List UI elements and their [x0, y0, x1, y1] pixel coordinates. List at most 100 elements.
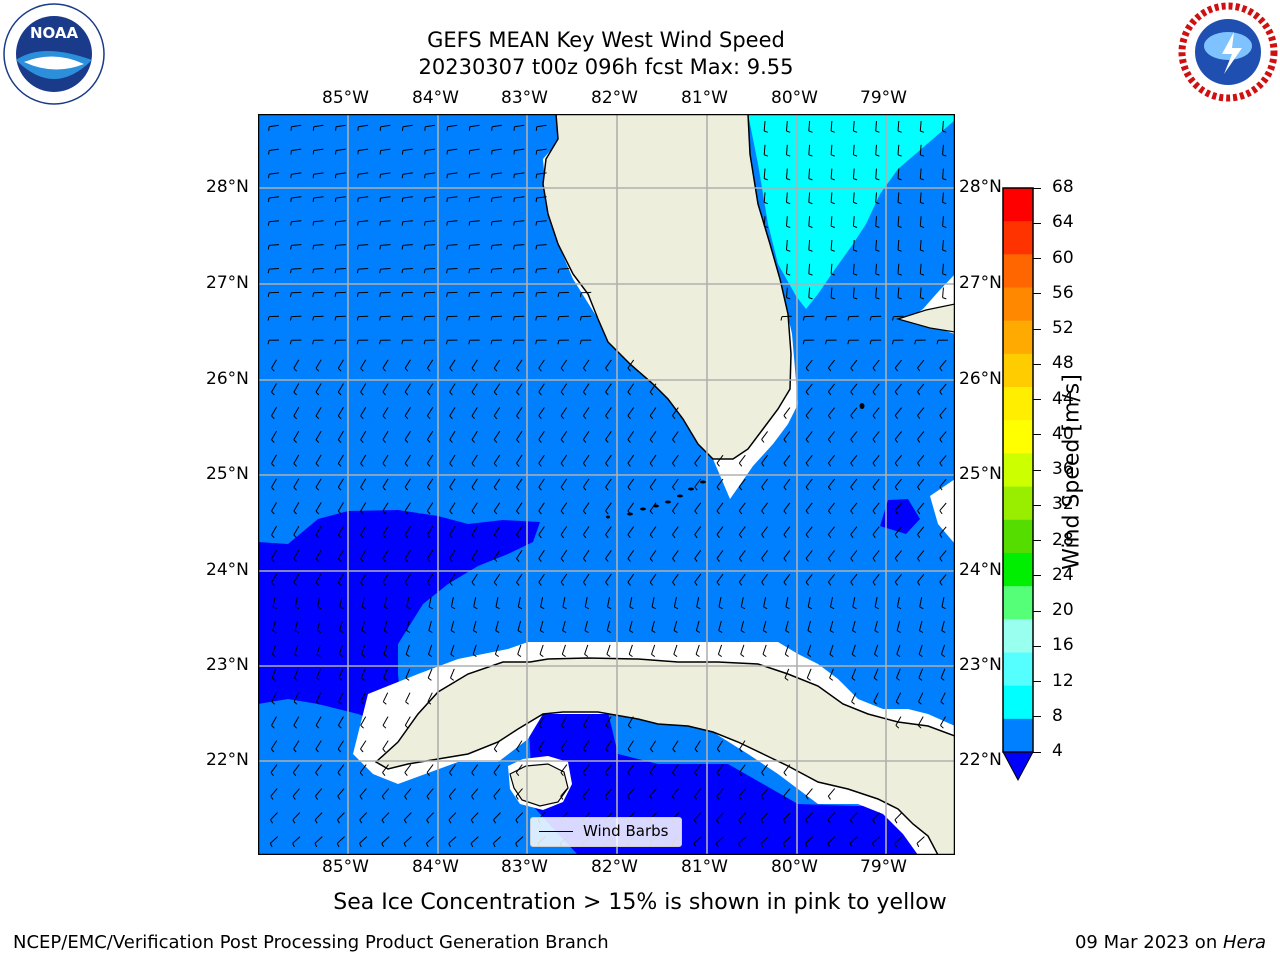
wind-barb: [849, 836, 858, 844]
lat-label-right: 28°N: [959, 177, 1002, 197]
wind-barb-flag: [786, 273, 791, 276]
wind-barb-flag: [360, 486, 364, 491]
wind-barb-flag: [560, 486, 565, 491]
wind-barb-flag: [360, 701, 365, 705]
wind-barb-flag: [783, 462, 787, 467]
wind-barb-flag: [805, 367, 809, 372]
wind-barb-flag: [450, 653, 455, 658]
wind-barb-flag: [873, 677, 878, 681]
colorbar-segment: [1003, 486, 1033, 521]
wind-barb: [450, 644, 455, 655]
wind-barb-flag: [471, 534, 475, 539]
wind-barb: [271, 502, 277, 512]
wind-barb-flag: [918, 677, 923, 681]
wind-barb: [361, 597, 365, 607]
wind-barb-flag: [381, 843, 385, 848]
wind-barb: [872, 454, 880, 464]
wind-barb-flag: [782, 819, 786, 824]
wind-barb-flag: [940, 677, 945, 681]
wind-barb-flag: [270, 748, 275, 753]
wind-barb-flag: [337, 415, 342, 420]
wind-barb: [715, 836, 725, 844]
colorbar-tick: [1033, 187, 1041, 189]
wind-barb-flag: [404, 510, 409, 515]
wind-barb-flag: [693, 819, 697, 824]
wind-barb: [850, 550, 858, 559]
wind-barb: [849, 812, 858, 821]
wind-barb-flag: [315, 439, 320, 443]
wind-barb-flag: [853, 297, 858, 300]
wind-barb: [428, 597, 432, 607]
colorbar-tick: [1033, 645, 1041, 647]
wind-barb-flag: [401, 174, 404, 179]
wind-barb: [516, 740, 523, 750]
wind-barb: [894, 359, 902, 369]
wind-barb-flag: [674, 606, 679, 610]
wind-barb-flag: [315, 415, 320, 420]
wind-barb: [607, 597, 610, 607]
wind-barb: [315, 573, 322, 583]
wind-barb-flag: [292, 772, 297, 777]
wind-barb-flag: [470, 843, 474, 848]
wind-barb: [942, 120, 944, 132]
wind-barb-flag: [761, 486, 765, 491]
wind-barb-flag: [314, 795, 319, 800]
wind-barb: [402, 124, 413, 128]
wind-barb-flag: [535, 269, 538, 274]
wind-barb-flag: [828, 510, 832, 515]
wind-barb: [761, 478, 769, 488]
wind-barb: [850, 573, 858, 583]
wind-barb-flag: [920, 273, 925, 276]
wind-barb: [649, 407, 657, 416]
wind-barb-flag: [828, 438, 832, 443]
wind-barb: [627, 716, 634, 726]
wind-barb-flag: [315, 510, 320, 515]
wind-barb: [381, 836, 390, 844]
wind-barb-flag: [334, 269, 337, 274]
wind-barb-flag: [493, 772, 497, 777]
wind-barb: [447, 244, 458, 246]
wind-barb: [805, 836, 814, 844]
wind-barb-flag: [446, 197, 448, 202]
wind-barb: [672, 431, 679, 440]
wind-barb-flag: [361, 653, 366, 658]
wind-barb-flag: [334, 174, 337, 179]
wind-barb-flag: [312, 221, 315, 226]
wind-barb-flag: [293, 725, 298, 729]
wind-barb-flag: [583, 415, 587, 420]
wind-barb: [516, 454, 523, 464]
wind-barb-flag: [271, 439, 275, 443]
wind-barb-flag: [271, 367, 275, 372]
wind-barb: [783, 550, 791, 559]
wind-barb: [449, 383, 456, 393]
wind-barb: [917, 478, 925, 488]
wind-barb: [694, 478, 702, 488]
wind-barb-flag: [360, 367, 364, 372]
wind-barb: [404, 788, 412, 797]
wind-barb: [584, 620, 588, 631]
wind-barb-flag: [515, 795, 519, 800]
wind-barb: [337, 573, 344, 583]
wind-barb: [897, 263, 900, 274]
wind-barb-flag: [583, 486, 587, 491]
wind-barb: [380, 148, 391, 151]
wind-barb-flag: [853, 249, 858, 252]
wind-barb: [628, 644, 633, 655]
wind-barb-flag: [942, 154, 947, 157]
wind-barb-flag: [872, 486, 876, 491]
wind-barb: [560, 431, 568, 440]
wind-barb-flag: [404, 725, 409, 729]
wind-barb: [538, 550, 545, 559]
wind-barb-flag: [852, 606, 857, 610]
wind-barb: [716, 573, 724, 583]
colorbar-tick: [1033, 469, 1041, 471]
wind-barb: [447, 124, 458, 128]
wind-barb-flag: [560, 367, 565, 372]
lon-label-bottom: 81°W: [681, 857, 728, 877]
wind-barb: [649, 550, 657, 559]
wind-barb-flag: [404, 367, 409, 372]
wind-barb: [293, 549, 300, 559]
wind-barb: [919, 144, 922, 155]
colorbar-segment: [1003, 619, 1033, 653]
wind-barb: [271, 454, 277, 464]
